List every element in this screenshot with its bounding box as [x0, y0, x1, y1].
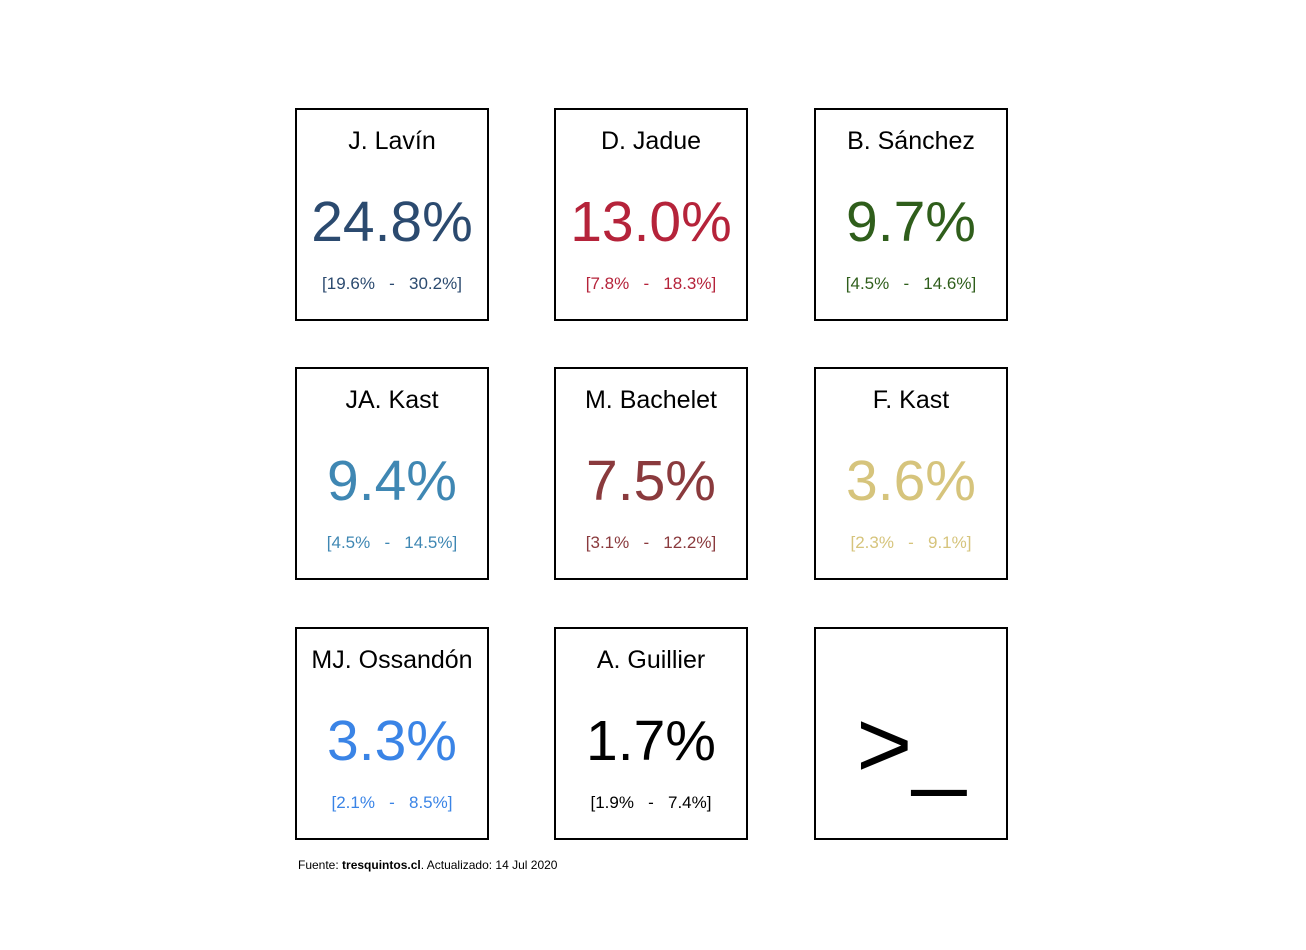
- candidate-card: F. Kast 3.6% [2.3% - 9.1%]: [814, 367, 1008, 580]
- candidate-percentage: 13.0%: [570, 190, 732, 254]
- confidence-interval: [4.5% - 14.5%]: [297, 532, 487, 554]
- candidate-name: JA. Kast: [345, 386, 439, 414]
- range-low: [1.9%: [590, 793, 634, 812]
- range-low: [3.1%: [585, 533, 630, 552]
- range-separator: -: [389, 793, 395, 812]
- range-high: 30.2%]: [409, 274, 462, 293]
- range-high: 14.5%]: [404, 533, 458, 552]
- range-separator: -: [648, 793, 654, 812]
- candidate-name: D. Jadue: [600, 127, 702, 155]
- source-updated: . Actualizado: 14 Jul 2020: [420, 858, 558, 872]
- confidence-interval: [7.8% - 18.3%]: [556, 273, 746, 295]
- candidate-percentage: 3.6%: [846, 449, 976, 513]
- range-high: 18.3%]: [663, 274, 717, 293]
- range-separator: -: [384, 533, 391, 552]
- candidate-card: B. Sánchez 9.7% [4.5% - 14.6%]: [814, 108, 1008, 321]
- confidence-interval: [1.9% - 7.4%]: [556, 792, 746, 814]
- source-prefix: Fuente:: [298, 858, 343, 872]
- range-separator: -: [643, 533, 650, 552]
- confidence-interval: [19.6% - 30.2%]: [297, 273, 487, 295]
- range-low: [4.5%: [845, 274, 890, 293]
- confidence-interval: [4.5% - 14.6%]: [816, 273, 1006, 295]
- candidate-percentage: 9.4%: [327, 449, 457, 513]
- range-high: 7.4%]: [668, 793, 712, 812]
- candidate-name: A. Guillier: [596, 646, 706, 674]
- range-separator: -: [389, 274, 395, 293]
- candidate-name: B. Sánchez: [847, 127, 975, 155]
- candidate-percentage: 7.5%: [586, 449, 716, 513]
- confidence-interval: [3.1% - 12.2%]: [556, 532, 746, 554]
- candidate-percentage: 9.7%: [846, 190, 976, 254]
- range-low: [19.6%: [322, 274, 375, 293]
- range-low: [2.3%: [850, 533, 894, 552]
- range-high: 14.6%]: [923, 274, 977, 293]
- range-low: [4.5%: [326, 533, 371, 552]
- range-separator: -: [908, 533, 914, 552]
- candidate-card: D. Jadue 13.0% [7.8% - 18.3%]: [554, 108, 748, 321]
- candidate-name: F. Kast: [872, 386, 950, 414]
- candidate-percentage: 3.3%: [327, 709, 457, 773]
- range-separator: -: [643, 274, 650, 293]
- candidate-card: JA. Kast 9.4% [4.5% - 14.5%]: [295, 367, 489, 580]
- candidate-name: J. Lavín: [348, 127, 436, 155]
- confidence-interval: [2.3% - 9.1%]: [816, 532, 1006, 554]
- candidate-percentage: 1.7%: [586, 709, 716, 773]
- range-separator: -: [903, 274, 910, 293]
- range-high: 9.1%]: [928, 533, 972, 552]
- candidate-card: M. Bachelet 7.5% [3.1% - 12.2%]: [554, 367, 748, 580]
- candidate-card: MJ. Ossandón 3.3% [2.1% - 8.5%]: [295, 627, 489, 840]
- candidate-name: MJ. Ossandón: [311, 646, 473, 674]
- range-high: 8.5%]: [409, 793, 453, 812]
- candidate-name: M. Bachelet: [584, 386, 717, 414]
- range-low: [2.1%: [331, 793, 375, 812]
- source-link[interactable]: tresquintos.cl: [342, 858, 421, 872]
- range-low: [7.8%: [585, 274, 630, 293]
- terminal-prompt-card[interactable]: >_: [814, 627, 1008, 840]
- range-high: 12.2%]: [663, 533, 717, 552]
- confidence-interval: [2.1% - 8.5%]: [297, 792, 487, 814]
- candidate-card: A. Guillier 1.7% [1.9% - 7.4%]: [554, 627, 748, 840]
- terminal-prompt-icon: >_: [856, 691, 966, 798]
- source-footer: Fuente: tresquintos.cl. Actualizado: 14 …: [298, 857, 557, 873]
- candidate-percentage: 24.8%: [311, 190, 473, 254]
- candidate-card: J. Lavín 24.8% [19.6% - 30.2%]: [295, 108, 489, 321]
